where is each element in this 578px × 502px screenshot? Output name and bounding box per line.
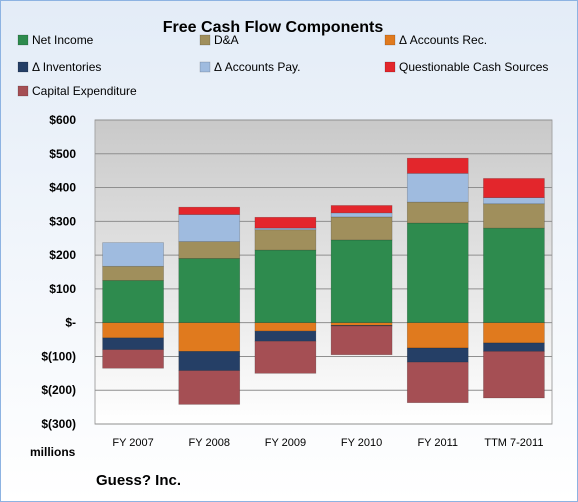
legend-item-capital-expenditure: Capital Expenditure	[17, 84, 137, 98]
bar-d-a	[178, 241, 241, 259]
bar-capital-expenditure	[178, 370, 241, 405]
legend-item-net-income: Net Income	[17, 33, 94, 47]
legend-item-d-a: D&A	[199, 33, 239, 47]
legend-swatch	[384, 34, 396, 46]
legend-label: D&A	[214, 33, 239, 47]
bar-d-a	[254, 229, 317, 251]
bar-accounts-pay	[406, 173, 469, 203]
bar-questionable-cash-sources	[178, 206, 241, 215]
bar-capital-expenditure	[254, 340, 317, 374]
y-tick-label: $(100)	[41, 349, 76, 363]
legend-item-accounts-rec: Δ Accounts Rec.	[384, 33, 487, 47]
x-tick-label: TTM 7-2011	[484, 437, 543, 449]
bar-accounts-pay	[483, 197, 545, 205]
x-tick-label: FY 2011	[417, 437, 458, 449]
y-axis-unit-label: millions	[30, 445, 76, 459]
y-tick-label: $(200)	[41, 383, 76, 397]
legend-label: Capital Expenditure	[32, 84, 137, 98]
bar-group-fy-2009	[254, 216, 317, 374]
bar-accounts-rec	[406, 322, 469, 349]
bar-d-a	[330, 216, 393, 241]
bar-capital-expenditure	[483, 351, 545, 399]
bar-capital-expenditure	[330, 325, 393, 356]
legend-item-accounts-pay: Δ Accounts Pay.	[199, 60, 301, 74]
x-axis-ticks: FY 2007 FY 2008 FY 2009 FY 2010 FY 2011 TTM 7…	[112, 437, 543, 449]
legend-label: Net Income	[32, 33, 94, 47]
legend-item-questionable-cash-sources: Questionable Cash Sources	[384, 60, 548, 74]
bar-accounts-pay	[178, 214, 241, 242]
bar-questionable-cash-sources	[330, 205, 393, 214]
bar-group-fy-2008	[178, 206, 241, 405]
legend-swatch	[17, 61, 29, 73]
bar-group-fy-2010	[330, 205, 393, 356]
bar-d-a	[483, 203, 545, 229]
bar-net-income	[483, 227, 545, 323]
legend-label: Questionable Cash Sources	[399, 60, 548, 74]
y-tick-label: $(300)	[41, 417, 76, 431]
legend-swatch	[199, 61, 211, 73]
bar-net-income	[406, 222, 469, 323]
y-tick-label: $400	[49, 181, 76, 195]
bar-net-income	[254, 249, 317, 323]
bar-questionable-cash-sources	[483, 178, 545, 198]
bar-accounts-rec	[330, 322, 393, 326]
bar-inventories	[178, 351, 241, 371]
bar-group-fy-2011	[406, 157, 469, 404]
legend: Net Income D&A Δ Accounts Rec. Δ Inventorie…	[17, 33, 548, 98]
x-tick-label: FY 2010	[341, 437, 382, 449]
legend-swatch	[17, 85, 29, 97]
x-tick-label: FY 2008	[189, 437, 230, 449]
bar-accounts-pay	[102, 242, 164, 267]
legend-swatch	[384, 61, 396, 73]
x-tick-label: FY 2009	[265, 437, 306, 449]
x-tick-label: FY 2007	[112, 437, 153, 449]
legend-label: Δ Accounts Rec.	[399, 33, 487, 47]
y-tick-label: $500	[49, 147, 76, 161]
bar-inventories	[254, 330, 317, 342]
y-tick-label: $600	[49, 113, 76, 127]
bar-net-income	[330, 239, 393, 323]
legend-item-inventories: Δ Inventories	[17, 60, 101, 74]
bar-accounts-rec	[483, 322, 545, 344]
legend-swatch	[199, 34, 211, 46]
y-tick-label: $300	[49, 214, 76, 228]
legend-swatch	[17, 34, 29, 46]
bars	[102, 157, 545, 405]
bar-d-a	[406, 201, 469, 224]
bar-inventories	[406, 347, 469, 363]
bar-accounts-rec	[178, 322, 241, 352]
y-tick-label: $200	[49, 248, 76, 262]
bar-inventories	[483, 342, 545, 352]
gridlines	[95, 119, 552, 425]
bar-net-income	[102, 280, 164, 323]
y-axis-ticks: $600 $500 $400 $300 $200 $100 $- $(100) $(200) $(…	[41, 113, 76, 431]
company-name: Guess? Inc.	[96, 472, 181, 489]
bar-group-fy-2007	[102, 242, 164, 369]
bar-accounts-rec	[254, 322, 317, 332]
bar-capital-expenditure	[102, 349, 164, 369]
bar-group-ttm-7-2011	[483, 178, 545, 399]
bar-accounts-rec	[102, 322, 164, 339]
bar-inventories	[102, 337, 164, 350]
bar-accounts-pay	[330, 212, 393, 218]
chart-title: Free Cash Flow Components	[163, 19, 384, 36]
bar-questionable-cash-sources	[254, 216, 317, 229]
y-tick-label: $100	[49, 282, 76, 296]
legend-label: Δ Accounts Pay.	[214, 60, 301, 74]
legend-label: Δ Inventories	[32, 60, 101, 74]
y-tick-label: $-	[65, 316, 76, 330]
bar-questionable-cash-sources	[406, 157, 469, 174]
bar-capital-expenditure	[406, 361, 469, 404]
bar-net-income	[178, 258, 241, 323]
plot-area	[94, 119, 553, 425]
bar-d-a	[102, 265, 164, 281]
